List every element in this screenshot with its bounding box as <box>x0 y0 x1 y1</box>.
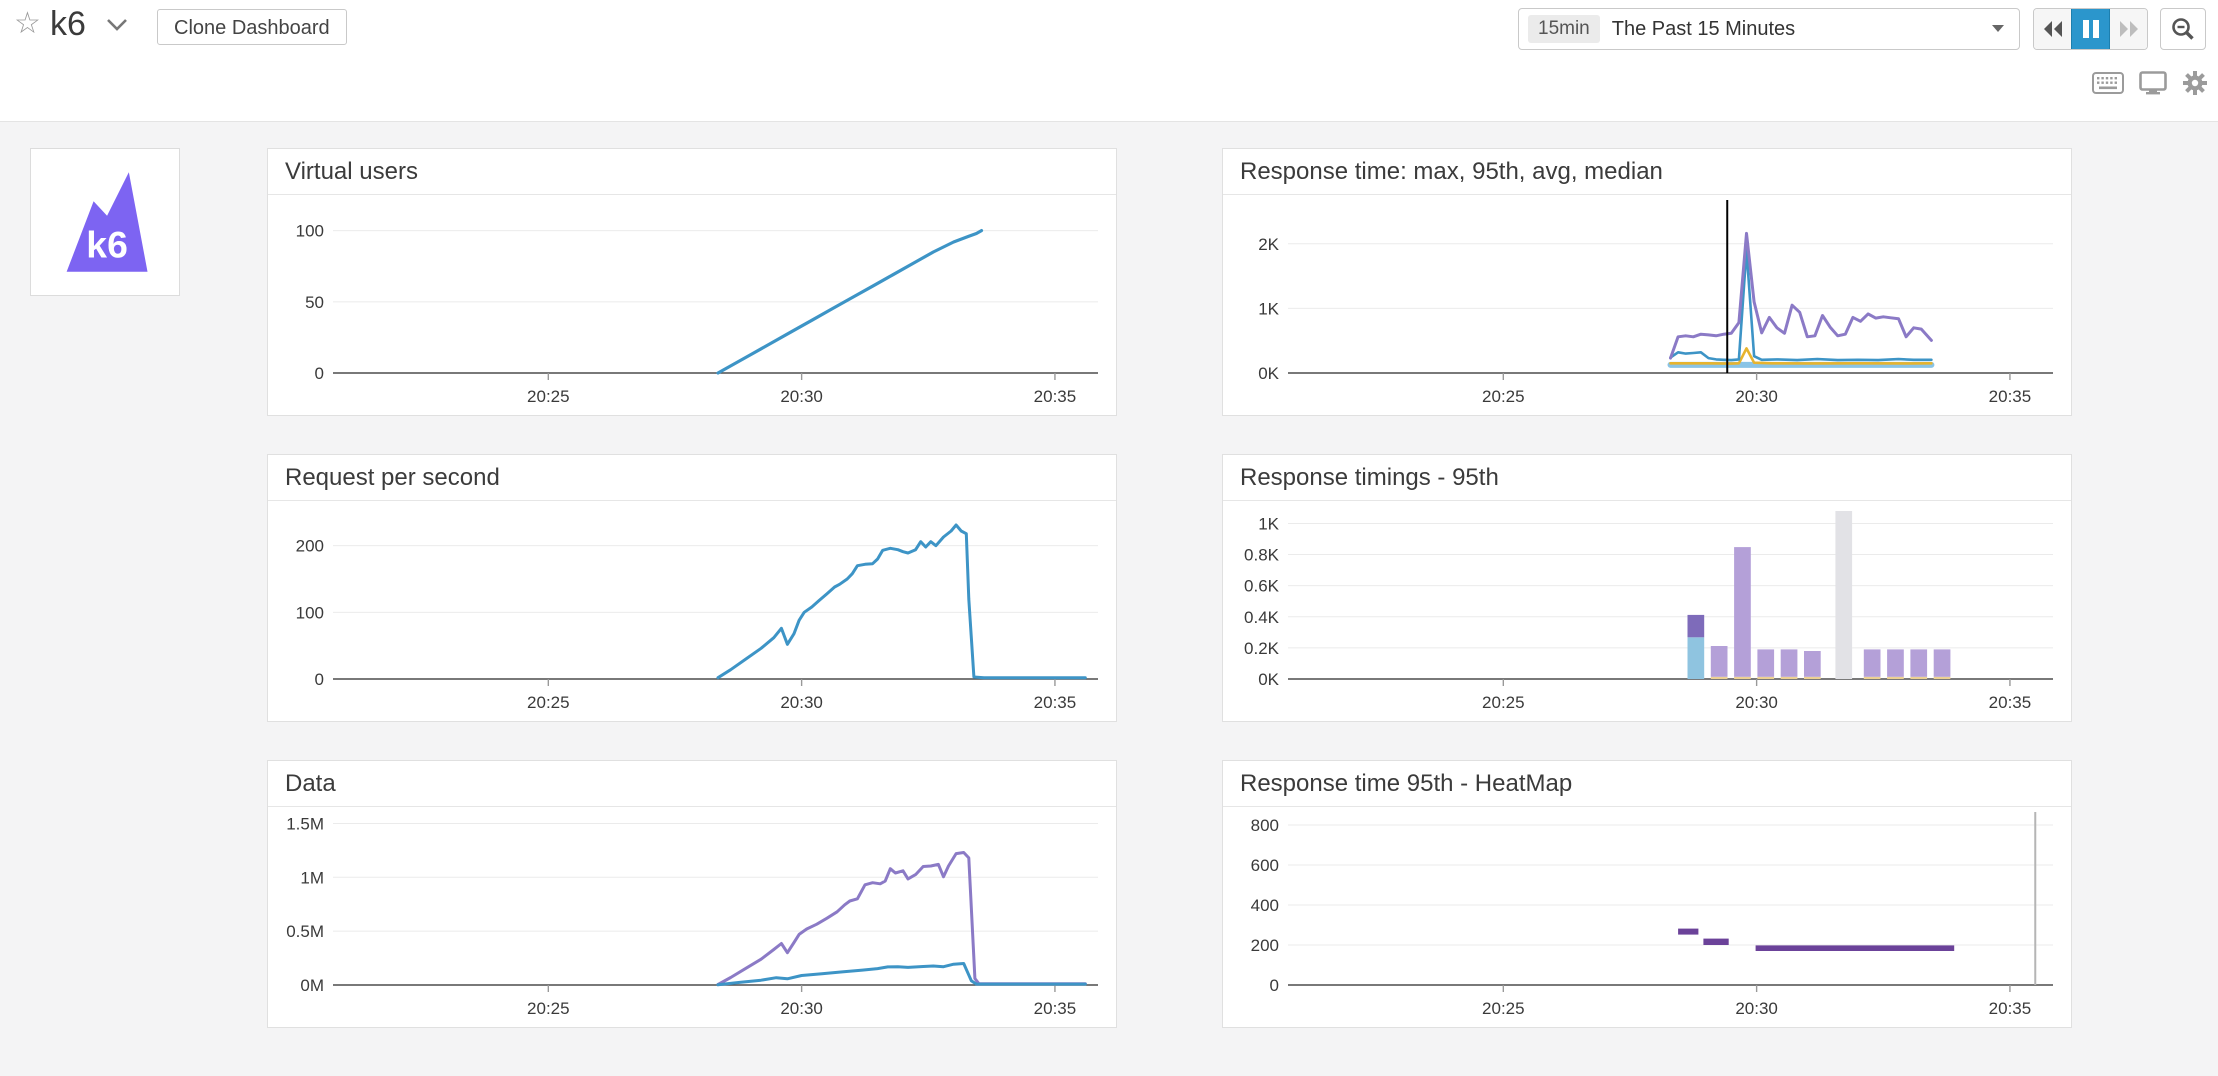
k6-logo-text: k6 <box>86 223 128 265</box>
svg-text:20:35: 20:35 <box>1034 693 1077 712</box>
svg-text:1K: 1K <box>1258 514 1279 533</box>
magnifier-minus-icon <box>2170 16 2196 42</box>
svg-text:2K: 2K <box>1258 235 1279 254</box>
panel-title: Data <box>268 761 1116 807</box>
k6-logo-card: k6 <box>30 148 180 296</box>
time-range-label: The Past 15 Minutes <box>1612 18 1991 41</box>
svg-text:0.5M: 0.5M <box>286 922 324 941</box>
panel-request-per-second: Request per second 0 100 200 20:25 20:30 20:3… <box>267 454 1117 722</box>
svg-text:0K: 0K <box>1258 670 1279 689</box>
svg-text:0: 0 <box>315 364 324 383</box>
dashboard-toolbar <box>2092 70 2208 96</box>
panel-title: Request per second <box>268 455 1116 501</box>
rewind-button[interactable] <box>2034 9 2071 49</box>
response-time-chart[interactable]: 0K 1K 2K 20:25 20:30 20:35 <box>1223 195 2071 415</box>
svg-text:20:35: 20:35 <box>1989 693 2032 712</box>
fast-forward-icon <box>2117 17 2141 41</box>
virtual-users-chart[interactable]: 0 50 100 20:25 20:30 20:35 <box>268 195 1116 415</box>
pause-icon <box>2081 18 2101 40</box>
svg-text:0: 0 <box>1270 976 1279 995</box>
tv-mode-icon[interactable] <box>2139 71 2167 95</box>
playback-controls <box>2033 8 2148 50</box>
svg-text:20:25: 20:25 <box>527 999 570 1018</box>
k6-logo: k6 <box>53 166 157 278</box>
time-range-badge: 15min <box>1528 15 1600 43</box>
svg-text:20:30: 20:30 <box>780 387 823 406</box>
dashboard-title[interactable]: k6 <box>50 2 86 46</box>
svg-text:400: 400 <box>1251 896 1279 915</box>
dashboard-app: ☆ k6 Clone Dashboard 15min The Past 15 M… <box>0 0 2218 1076</box>
panel-title: Response timings - 95th <box>1223 455 2071 501</box>
svg-text:20:35: 20:35 <box>1034 999 1077 1018</box>
svg-text:20:25: 20:25 <box>1482 999 1525 1018</box>
svg-text:0.2K: 0.2K <box>1244 639 1280 658</box>
panel-virtual-users: Virtual users 0 50 100 20:25 20:30 20:35 <box>267 148 1117 416</box>
panel-response-time: Response time: max, 95th, avg, median 0K… <box>1222 148 2072 416</box>
response-heatmap-chart[interactable]: 0 200 400 600 800 20:25 20:30 20:35 <box>1223 807 2071 1027</box>
svg-text:800: 800 <box>1251 816 1279 835</box>
request-per-second-chart[interactable]: 0 100 200 20:25 20:30 20:35 <box>268 501 1116 721</box>
panel-title: Response time: max, 95th, avg, median <box>1223 149 2071 195</box>
svg-text:0.6K: 0.6K <box>1244 577 1280 596</box>
svg-text:1.5M: 1.5M <box>286 814 324 833</box>
dropdown-caret-icon <box>1991 20 2005 38</box>
data-chart[interactable]: 0M 0.5M 1M 1.5M 20:25 20:30 20:35 <box>268 807 1116 1027</box>
svg-text:100: 100 <box>296 603 324 622</box>
forward-button[interactable] <box>2110 9 2147 49</box>
settings-gear-icon[interactable] <box>2182 70 2208 96</box>
response-timings-chart[interactable]: 0K 0.2K 0.4K 0.6K 0.8K 1K 20:25 20:30 20:35 <box>1223 501 2071 721</box>
panel-title: Virtual users <box>268 149 1116 195</box>
panel-response-timings: Response timings - 95th 0K 0.2K 0.4K 0.6K 0.… <box>1222 454 2072 722</box>
svg-text:20:30: 20:30 <box>780 999 823 1018</box>
svg-text:1K: 1K <box>1258 299 1279 318</box>
pause-button[interactable] <box>2071 9 2110 49</box>
svg-text:50: 50 <box>305 293 324 312</box>
svg-text:0K: 0K <box>1258 364 1279 383</box>
svg-text:1M: 1M <box>300 868 324 887</box>
svg-text:20:35: 20:35 <box>1989 999 2032 1018</box>
svg-text:0.8K: 0.8K <box>1244 546 1280 565</box>
svg-text:20:35: 20:35 <box>1034 387 1077 406</box>
svg-text:20:30: 20:30 <box>780 693 823 712</box>
svg-text:20:30: 20:30 <box>1735 999 1778 1018</box>
zoom-out-button[interactable] <box>2160 8 2206 50</box>
rewind-icon <box>2041 17 2065 41</box>
svg-text:200: 200 <box>296 537 324 556</box>
panel-title: Response time 95th - HeatMap <box>1223 761 2071 807</box>
svg-text:20:25: 20:25 <box>1482 387 1525 406</box>
svg-text:0M: 0M <box>300 976 324 995</box>
svg-text:20:25: 20:25 <box>1482 693 1525 712</box>
keyboard-shortcuts-icon[interactable] <box>2092 72 2124 94</box>
chevron-down-icon[interactable] <box>104 16 130 39</box>
svg-text:20:30: 20:30 <box>1735 387 1778 406</box>
top-bar: ☆ k6 Clone Dashboard 15min The Past 15 M… <box>0 0 2218 122</box>
svg-text:0.4K: 0.4K <box>1244 608 1280 627</box>
svg-text:20:30: 20:30 <box>1735 693 1778 712</box>
panel-data: Data 0M 0.5M 1M 1.5M 20:25 20:30 20:35 <box>267 760 1117 1028</box>
dashboard-content: k6 Virtual users 0 50 100 20:25 20:30 20:35 R… <box>0 122 2218 1076</box>
svg-text:20:25: 20:25 <box>527 387 570 406</box>
svg-text:20:25: 20:25 <box>527 693 570 712</box>
svg-text:100: 100 <box>296 222 324 241</box>
time-range-picker[interactable]: 15min The Past 15 Minutes <box>1518 8 2020 50</box>
svg-text:600: 600 <box>1251 856 1279 875</box>
clone-dashboard-button[interactable]: Clone Dashboard <box>157 9 347 45</box>
svg-text:20:35: 20:35 <box>1989 387 2032 406</box>
favorite-star-icon[interactable]: ☆ <box>14 6 41 42</box>
svg-text:200: 200 <box>1251 936 1279 955</box>
panel-response-heatmap: Response time 95th - HeatMap 0 200 400 600 8… <box>1222 760 2072 1028</box>
svg-text:0: 0 <box>315 670 324 689</box>
